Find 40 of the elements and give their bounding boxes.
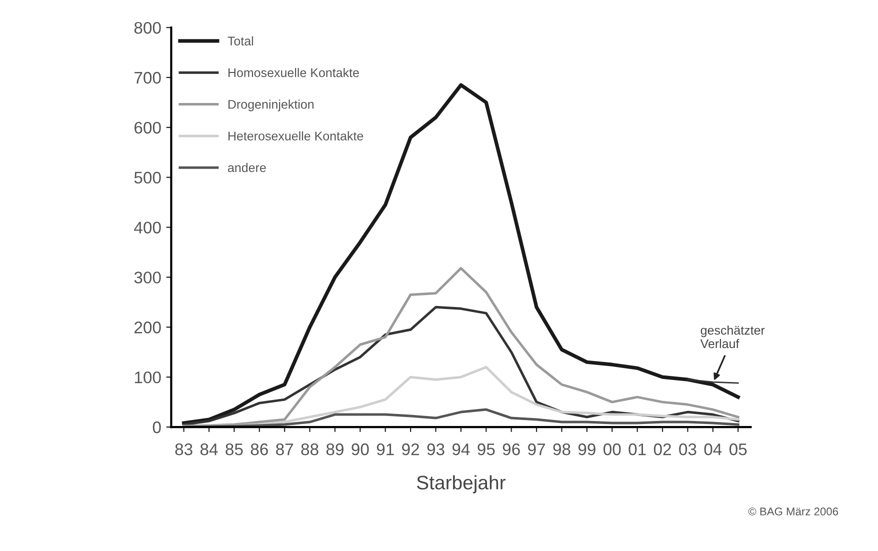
legend-label: Total bbox=[228, 36, 254, 46]
x-tick-label: 92 bbox=[402, 443, 419, 456]
legend-label: Heterosexuelle Kontakte bbox=[228, 131, 364, 140]
legend-label: andere bbox=[228, 162, 266, 172]
x-tick-label: 94 bbox=[452, 443, 470, 456]
y-tick-label: 100 bbox=[134, 371, 161, 384]
x-tick-label: 83 bbox=[175, 443, 192, 456]
x-tick-label: 89 bbox=[326, 443, 344, 456]
y-tick-label: 800 bbox=[134, 22, 161, 34]
x-tick-label: 02 bbox=[654, 443, 671, 456]
legend-label: Drogeninjektion bbox=[228, 100, 314, 112]
x-tick-label: 88 bbox=[301, 443, 318, 456]
annotation: geschätzter Verlauf bbox=[700, 326, 765, 348]
x-tick-label: 86 bbox=[250, 443, 268, 456]
y-tick-label: 600 bbox=[134, 122, 161, 134]
y-tick-label: 300 bbox=[134, 272, 161, 284]
x-tick-label: 01 bbox=[628, 443, 646, 456]
y-tick-label: 200 bbox=[134, 322, 161, 334]
x-tick-label: 03 bbox=[679, 443, 696, 456]
x-tick-label: 00 bbox=[604, 443, 621, 456]
text: © BAG März 2006 bbox=[748, 508, 838, 516]
y-tick-label: 500 bbox=[134, 172, 161, 184]
y-tick-label: 0 bbox=[152, 421, 161, 434]
x-axis-title: Starbejahr bbox=[416, 475, 506, 494]
legend-label: Homosexuelle Kontakte bbox=[228, 68, 359, 78]
x-tick-label: 85 bbox=[226, 443, 243, 456]
y-tick-label: 400 bbox=[134, 222, 161, 234]
x-tick-label: 05 bbox=[729, 443, 747, 456]
x-tick-label: 97 bbox=[528, 443, 545, 456]
y-tick-label: 700 bbox=[134, 72, 161, 84]
x-tick-label: 84 bbox=[200, 443, 218, 456]
x-tick-label: 87 bbox=[276, 443, 294, 456]
x-tick-label: 90 bbox=[352, 443, 369, 456]
x-tick-label: 95 bbox=[478, 443, 495, 456]
x-tick-label: 96 bbox=[502, 443, 520, 456]
x-tick-label: 99 bbox=[578, 443, 596, 456]
x-tick-label: 98 bbox=[553, 443, 570, 456]
x-tick-label: 04 bbox=[704, 443, 722, 456]
x-tick-label: 91 bbox=[376, 443, 394, 456]
x-tick-label: 93 bbox=[427, 443, 444, 456]
